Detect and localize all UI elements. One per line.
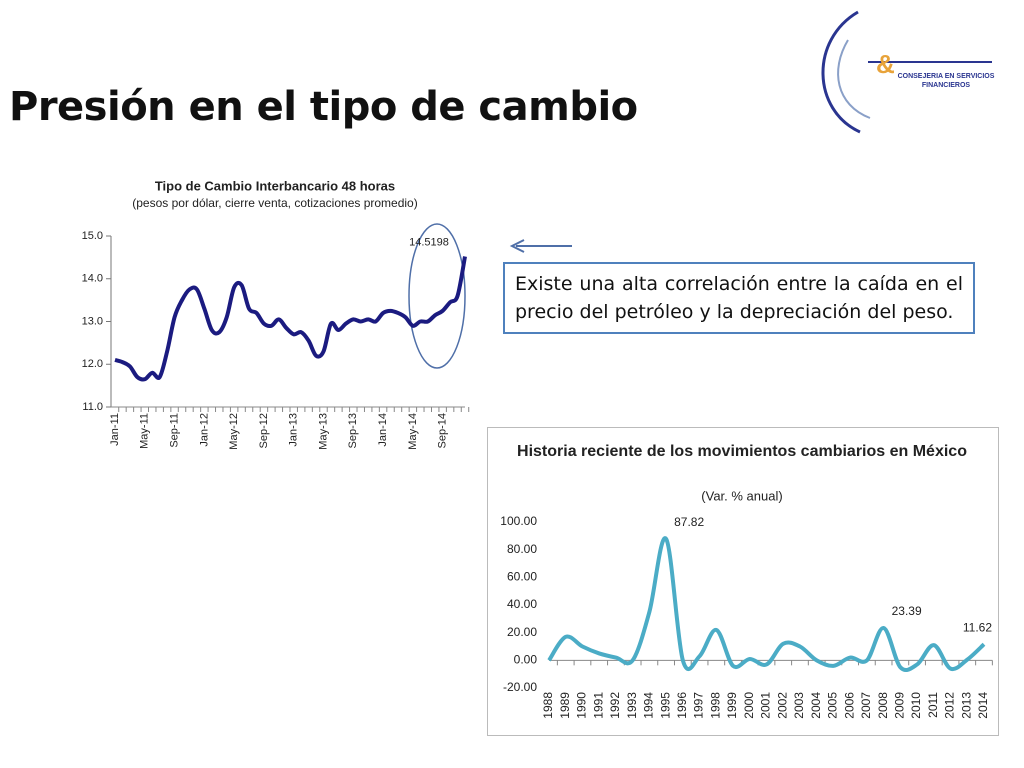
y-tick-label: -20.00 [503,680,537,694]
y-tick-label: 0.00 [514,653,538,667]
x-tick-label: Jan-12 [198,413,210,447]
x-tick-label: 1993 [625,692,639,719]
logo-symbol: & [876,49,895,79]
highlight-ellipse [408,223,466,369]
x-tick-label: 2007 [859,692,873,719]
callout: Existe una alta correlación entre la caí… [503,262,975,334]
x-tick-label: 2002 [775,692,789,719]
data-line [547,536,986,673]
y-tick-label: 12.0 [82,358,103,370]
x-tick-label: Sep-14 [437,413,449,448]
y-tick-label: 80.00 [507,542,537,556]
x-tick-label: 2000 [742,692,756,719]
x-tick-label: 2006 [842,692,856,719]
x-tick-label: 1989 [558,692,572,719]
y-tick-label: 15.0 [82,230,103,242]
y-tick-label: 100.00 [500,514,537,528]
slide-title: Presión en el tipo de cambio [9,84,638,130]
x-tick-label: May-14 [407,413,419,450]
y-tick-label: 60.00 [507,570,537,584]
y-tick-label: 14.0 [82,273,103,285]
y-tick-label: 11.0 [82,401,103,413]
x-tick-label: 2008 [876,692,890,719]
x-tick-label: Sep-13 [347,413,359,448]
x-tick-label: 1990 [575,692,589,719]
logo-arc [837,39,871,119]
x-tick-label: 1992 [608,692,622,719]
chart-subtitle: (Var. % anual) [701,488,782,503]
chart-subtitle: (pesos por dólar, cierre venta, cotizaci… [132,196,417,210]
x-tick-label: 2004 [809,692,823,719]
chart-title: Historia reciente de los movimientos cam… [517,443,967,460]
x-tick-label: Sep-11 [168,413,180,448]
x-tick-label: May-11 [139,413,151,449]
x-tick-label: Jan-13 [288,413,300,447]
x-tick-label: Sep-12 [258,413,270,448]
x-tick-label: 1997 [692,692,706,719]
logo-text: FINANCIEROS [922,82,971,89]
arrow-head [509,239,525,253]
x-tick-label: 2005 [826,692,840,719]
x-tick-label: 1995 [658,692,672,719]
x-tick-label: 1998 [708,692,722,719]
x-tick-label: May-12 [228,413,240,450]
x-tick-label: 2003 [792,692,806,719]
x-tick-label: 2014 [976,692,990,719]
data-label: 23.39 [892,604,922,618]
logo-arc [821,10,861,134]
x-tick-label: 1996 [675,692,689,719]
x-tick-label: Jan-11 [109,413,121,446]
x-tick-label: 2009 [893,692,907,719]
data-label: 87.82 [674,515,704,529]
x-tick-label: 1991 [591,692,605,719]
x-tick-label: 2011 [926,692,940,718]
x-tick-label: 1994 [642,692,656,719]
logo-text: CONSEJERIA EN SERVICIOS [898,73,995,80]
y-tick-label: 13.0 [82,315,103,327]
data-label: 11.62 [963,620,992,634]
data-line [114,256,467,382]
x-tick-label: May-13 [317,413,329,450]
y-tick-label: 20.00 [507,625,537,639]
x-tick-label: 2012 [943,692,957,719]
x-tick-label: 2013 [959,692,973,719]
y-tick-label: 40.00 [507,597,537,611]
x-tick-label: 2001 [759,692,773,719]
x-tick-label: 1988 [541,692,555,719]
x-tick-label: Jan-14 [377,413,389,447]
x-tick-label: 2010 [909,692,923,719]
x-tick-label: 1999 [725,692,739,719]
data-label: 14.5198 [409,236,449,248]
chart-title: Tipo de Cambio Interbancario 48 horas [155,178,395,193]
chart-frame [487,427,999,736]
